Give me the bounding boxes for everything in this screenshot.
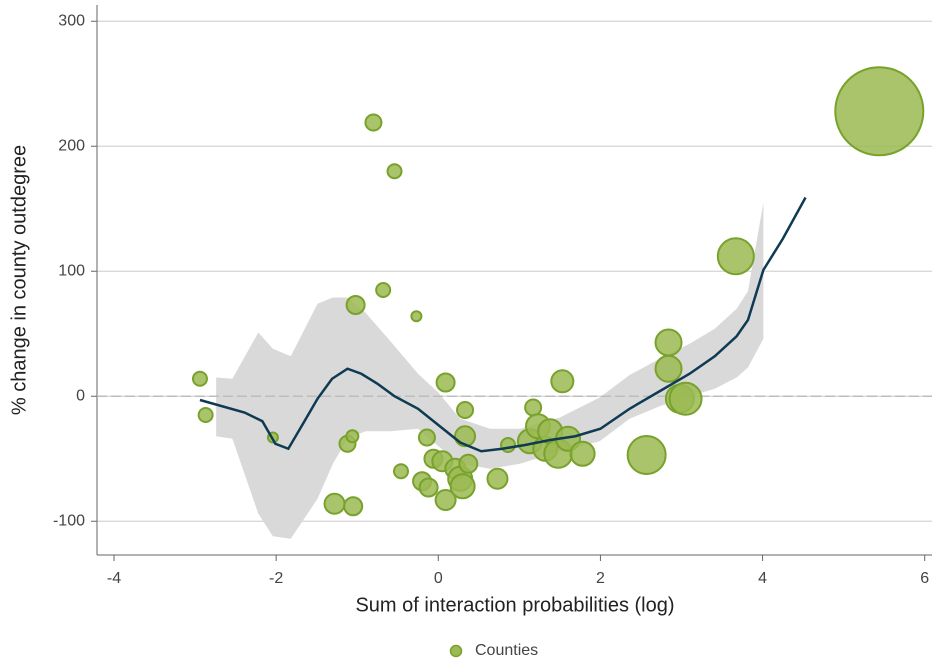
bubble bbox=[458, 453, 479, 474]
confidence-band bbox=[216, 202, 764, 539]
bubble bbox=[434, 489, 457, 511]
bubble bbox=[323, 492, 346, 515]
bubble bbox=[550, 369, 575, 394]
x-tick-label: 0 bbox=[434, 570, 443, 587]
bubble bbox=[364, 113, 383, 132]
x-axis-title: Sum of interaction probabilities (log) bbox=[355, 594, 674, 616]
bubble bbox=[654, 354, 683, 383]
legend-label: Counties bbox=[475, 642, 538, 659]
y-tick-label: -100 bbox=[53, 512, 85, 529]
bubble bbox=[569, 440, 596, 467]
x-tick-label: -4 bbox=[107, 570, 121, 587]
y-tick-label: 200 bbox=[58, 137, 85, 154]
bubble bbox=[345, 429, 360, 444]
bubble bbox=[345, 295, 366, 315]
bubble bbox=[668, 381, 703, 416]
y-axis-title: % change in county outdegree bbox=[8, 145, 30, 415]
bubble bbox=[386, 163, 403, 180]
bubble bbox=[197, 407, 214, 423]
bubble bbox=[393, 463, 410, 480]
bubble bbox=[435, 372, 456, 393]
bubble bbox=[456, 401, 475, 419]
bubble bbox=[486, 467, 509, 490]
x-tick-label: 6 bbox=[920, 570, 929, 587]
y-tick-label: 0 bbox=[76, 387, 85, 404]
bubble bbox=[654, 328, 683, 357]
bubble bbox=[716, 237, 755, 276]
bubble bbox=[191, 370, 208, 387]
x-tick-label: 2 bbox=[596, 570, 605, 587]
x-tick-label: -2 bbox=[269, 570, 283, 587]
bubble bbox=[410, 310, 423, 323]
bubble bbox=[626, 435, 667, 475]
bubble bbox=[524, 398, 543, 417]
legend-marker bbox=[449, 644, 463, 658]
bubble bbox=[417, 428, 436, 447]
bubble bbox=[418, 477, 439, 498]
bubble bbox=[500, 437, 517, 453]
bubble bbox=[375, 282, 392, 298]
y-tick-label: 100 bbox=[58, 262, 85, 279]
y-tick-label: 300 bbox=[58, 12, 85, 29]
x-tick-label: 4 bbox=[758, 570, 767, 587]
fit-line bbox=[199, 196, 807, 453]
bubble bbox=[449, 473, 476, 500]
bubble bbox=[834, 66, 925, 157]
bubble bbox=[343, 496, 364, 517]
